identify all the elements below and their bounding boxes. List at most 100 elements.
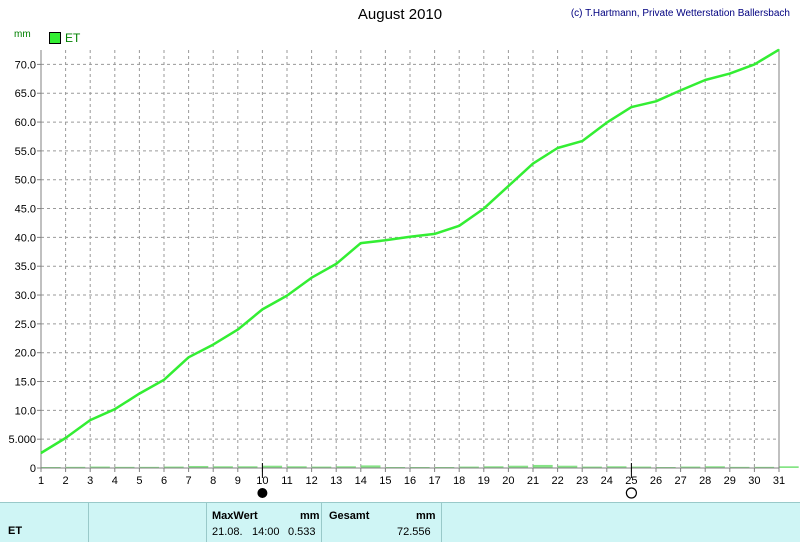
x-tick-label: 17 — [428, 475, 440, 487]
bar — [164, 466, 184, 468]
bar — [557, 465, 578, 468]
bar — [90, 466, 110, 468]
grid — [41, 50, 780, 468]
x-tick-label: 20 — [502, 475, 514, 487]
y-tick-label: 0 — [30, 463, 36, 475]
y-tick-label: 35.0 — [15, 261, 36, 273]
max-unit: mm — [300, 510, 320, 522]
axes: 0 5.000 10.0 15.0 20.0 25.0 30.0 35.0 40.0 45.0 50… — [8, 50, 785, 487]
bar — [582, 466, 602, 468]
chart-title: August 2010 — [357, 6, 443, 23]
x-tick-label: 8 — [210, 475, 216, 487]
data-point — [360, 242, 362, 244]
legend: ET — [49, 31, 80, 45]
max-value: 0.533 — [288, 526, 316, 538]
bar — [754, 466, 775, 468]
bar — [287, 466, 307, 468]
data-point — [557, 147, 559, 149]
footer-empty-cell — [88, 503, 207, 542]
new-moon-icon — [257, 488, 268, 498]
footer-max-cell: MaxWert mm 21.08. 14:00 0.533 — [206, 503, 322, 542]
bar — [680, 466, 701, 468]
data-point — [729, 73, 731, 75]
data-point — [409, 236, 411, 238]
x-tick-label: 31 — [773, 475, 785, 487]
x-tick-label: 22 — [551, 475, 563, 487]
bar — [65, 466, 86, 468]
data-point — [532, 162, 534, 165]
x-tick-label: 29 — [724, 475, 736, 487]
x-tick-label: 14 — [355, 475, 367, 487]
x-tick-label: 10 — [256, 475, 268, 487]
data-point — [261, 308, 263, 311]
bar — [779, 466, 799, 468]
y-tick-label: 15.0 — [15, 377, 36, 389]
y-tick-label: 40.0 — [15, 232, 36, 244]
x-tick-label: 24 — [601, 475, 613, 487]
x-tick-label: 6 — [161, 475, 167, 487]
footer-series-name: ET — [8, 525, 23, 537]
bar — [262, 465, 283, 468]
x-tick-label: 13 — [330, 475, 342, 487]
y-tick-label: 45.0 — [15, 204, 36, 216]
bar — [237, 466, 258, 468]
y-tick-label: 20.0 — [15, 348, 36, 360]
data-point — [483, 207, 485, 210]
credit-text: (c) T.Hartmann, Private Wetterstation Ba… — [570, 8, 790, 19]
chart-plot: 0 5.000 10.0 15.0 20.0 25.0 30.0 35.0 40.0 45.0 50… — [8, 48, 799, 499]
bar — [606, 466, 627, 468]
x-tick-label: 2 — [63, 475, 69, 487]
y-tick-label: 5.000 — [8, 434, 36, 446]
x-tick-label: 11 — [281, 475, 292, 487]
data-point — [163, 379, 165, 381]
bar — [360, 465, 381, 468]
x-tick-label: 1 — [38, 475, 44, 487]
bar — [459, 466, 479, 468]
x-tick-label: 25 — [625, 475, 637, 487]
y-unit-label: mm — [14, 29, 31, 40]
y-tick-label: 65.0 — [15, 88, 36, 100]
bar — [705, 466, 725, 468]
x-tick-label: 3 — [87, 475, 93, 487]
data-point — [89, 419, 91, 421]
full-moon-icon — [625, 487, 638, 499]
data-point — [581, 140, 583, 142]
bar — [533, 464, 553, 468]
max-label: MaxWert — [212, 510, 258, 522]
max-date: 21.08. — [212, 526, 243, 538]
data-point — [680, 89, 682, 91]
x-tick-label: 5 — [136, 475, 142, 487]
bar — [631, 466, 652, 468]
y-tick-label: 30.0 — [15, 290, 36, 302]
x-tick-label: 30 — [748, 475, 760, 487]
legend-swatch — [49, 32, 61, 44]
bar — [508, 465, 529, 468]
y-tick-label: 55.0 — [15, 146, 36, 158]
bar — [729, 466, 750, 468]
data-point — [655, 100, 657, 102]
x-tick-label: 28 — [699, 475, 711, 487]
x-tick-label: 18 — [453, 475, 465, 487]
data-point — [138, 393, 140, 395]
data-point — [311, 277, 313, 279]
data-point — [434, 233, 436, 235]
x-tick-label: 16 — [404, 475, 416, 487]
data-point — [114, 408, 116, 410]
legend-label: ET — [65, 31, 81, 45]
y-tick-label: 50.0 — [15, 175, 36, 187]
data-point — [753, 63, 756, 66]
bar — [188, 465, 209, 468]
bar — [311, 466, 332, 468]
data-point — [335, 263, 337, 265]
data-point — [237, 329, 239, 331]
data-point — [458, 225, 460, 227]
summary-footer: ET MaxWert mm 21.08. 14:00 0.533 Gesamt … — [0, 502, 800, 542]
bar — [139, 466, 160, 468]
data-point — [188, 356, 190, 358]
data-point — [778, 49, 780, 51]
moon-markers — [257, 463, 638, 499]
max-time: 14:00 — [252, 526, 280, 538]
data-point — [704, 79, 706, 81]
total-unit: mm — [416, 510, 436, 522]
total-label: Gesamt — [329, 510, 370, 522]
